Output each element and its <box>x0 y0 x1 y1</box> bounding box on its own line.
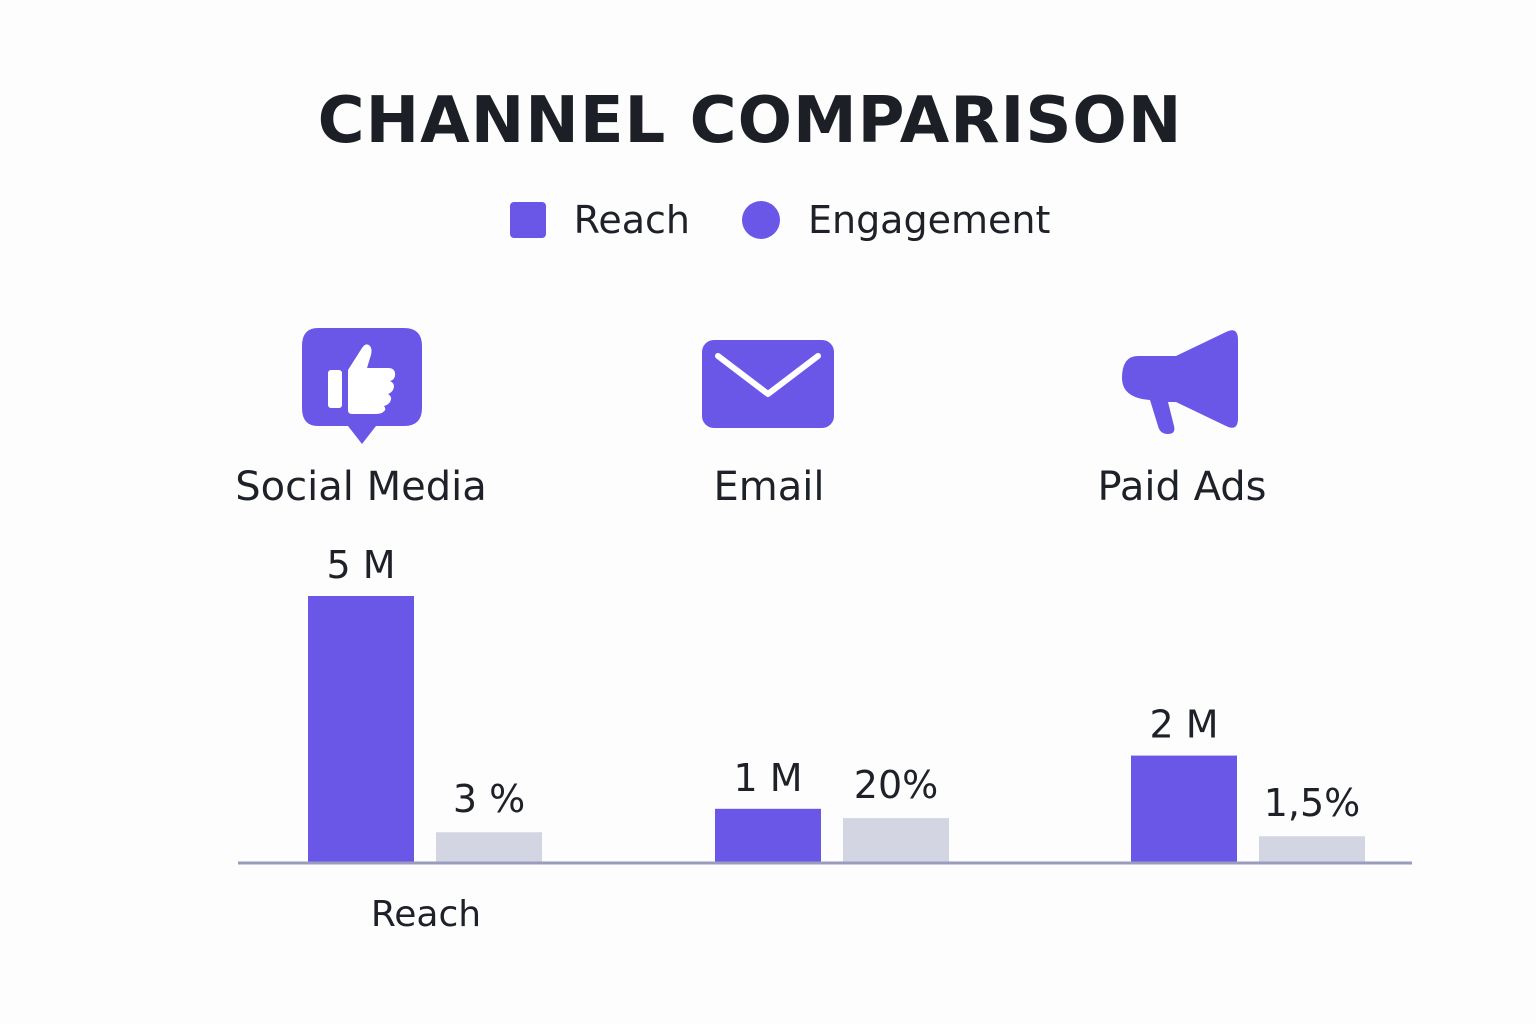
legend-label-engagement: Engagement <box>807 198 1051 242</box>
legend-item-reach: Reach <box>509 198 690 242</box>
bar-reach-email <box>715 808 821 862</box>
bar-engagement-email <box>843 818 949 862</box>
data-label-engagement-email: 20% <box>854 763 938 807</box>
data-label-reach-social-media: 5 M <box>326 543 395 587</box>
data-label-engagement-paid-ads: 1,5% <box>1264 781 1361 825</box>
category-label-social-media: Social Media <box>235 464 487 510</box>
category-label-paid-ads: Paid Ads <box>1097 464 1267 510</box>
thumbs-up-icon <box>302 328 422 444</box>
data-label-engagement-social-media: 3 % <box>453 777 525 821</box>
legend-swatch-reach <box>509 202 546 238</box>
bar-reach-paid-ads <box>1131 755 1237 862</box>
legend-swatch-engagement <box>741 201 780 239</box>
category-label-email: Email <box>713 464 825 510</box>
data-label-reach-email: 1 M <box>733 756 802 800</box>
megaphone-icon <box>1122 330 1238 434</box>
x-axis-label: Reach <box>370 894 482 935</box>
bar-engagement-social-media <box>436 832 542 862</box>
legend-item-engagement: Engagement <box>741 198 1051 242</box>
legend: Reach Engagement <box>0 198 1536 242</box>
envelope-icon <box>702 340 834 428</box>
legend-label-reach: Reach <box>573 198 690 242</box>
data-label-reach-paid-ads: 2 M <box>1149 703 1218 747</box>
chart-title: CHANNEL COMPARISON <box>317 84 1183 158</box>
bar-engagement-paid-ads <box>1259 836 1365 862</box>
bar-reach-social-media <box>308 596 414 862</box>
